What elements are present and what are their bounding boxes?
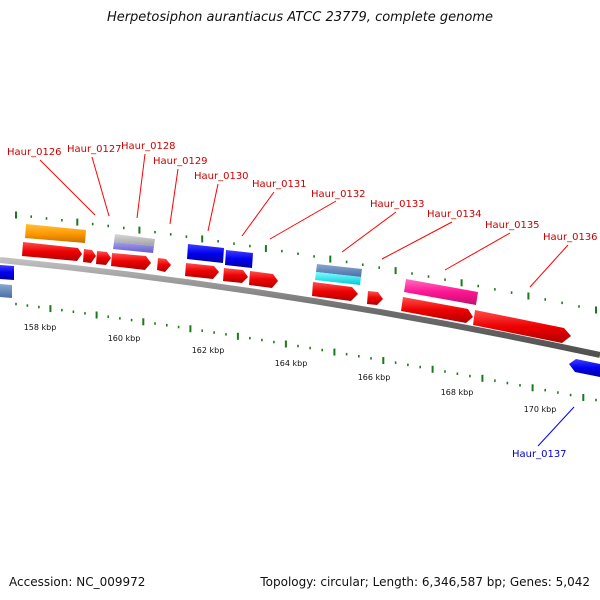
gene-label-haur-0133[interactable]: Haur_0133 — [370, 199, 425, 210]
cds-arrow[interactable] — [96, 251, 111, 265]
map-title: Herpetosiphon aurantiacus ATCC 23779, co… — [106, 10, 494, 25]
callout-line — [341, 211, 397, 253]
cds-arrow[interactable] — [569, 359, 600, 377]
cds-arrow[interactable] — [249, 271, 278, 288]
scale-labels: 158 kbp 160 kbp 162 kbp 164 kbp 166 kbp 168 k… — [24, 323, 557, 414]
scale-ticks — [15, 211, 597, 402]
feature-block[interactable] — [316, 264, 362, 277]
gene-label-haur-0137[interactable]: Haur_0137 — [512, 449, 567, 460]
callout-line — [537, 406, 575, 447]
callout-line — [169, 168, 179, 225]
callout-line — [529, 244, 569, 288]
callout-line — [91, 156, 110, 217]
feature-block[interactable] — [0, 265, 14, 280]
gene-label-haur-0132[interactable]: Haur_0132 — [311, 189, 366, 200]
callout-line — [39, 159, 96, 216]
cds-arrow[interactable] — [367, 291, 383, 305]
cds-arrow[interactable] — [223, 268, 248, 283]
feature-block[interactable] — [225, 250, 253, 268]
callout-line — [269, 200, 337, 240]
scale-label: 168 kbp — [441, 388, 474, 397]
gene-label-haur-0131[interactable]: Haur_0131 — [252, 179, 307, 190]
callout-line — [381, 221, 453, 260]
callout-line — [444, 232, 511, 271]
cds-arrow[interactable] — [83, 249, 96, 263]
feature-block[interactable] — [187, 244, 224, 263]
scale-label: 158 kbp — [24, 323, 57, 332]
gene-label-haur-0127[interactable]: Haur_0127 — [67, 144, 122, 155]
gene-label-haur-0128[interactable]: Haur_0128 — [121, 141, 176, 152]
cds-arrow[interactable] — [401, 297, 473, 323]
callout-lines — [39, 153, 575, 447]
gene-label-haur-0130[interactable]: Haur_0130 — [194, 171, 249, 182]
genome-summary-text: Topology: circular; Length: 6,346,587 bp… — [260, 575, 590, 589]
gene-label-haur-0136[interactable]: Haur_0136 — [543, 232, 598, 243]
scale-label: 164 kbp — [275, 359, 308, 368]
feature-block[interactable] — [0, 284, 12, 298]
gene-labels: Haur_0126 Haur_0127 Haur_0128 Haur_0129 … — [7, 141, 598, 460]
feature-block[interactable] — [114, 234, 155, 246]
gene-label-haur-0126[interactable]: Haur_0126 — [7, 147, 62, 158]
cds-arrow[interactable] — [111, 253, 151, 270]
scale-label: 170 kbp — [524, 405, 557, 414]
cds-arrow[interactable] — [157, 258, 171, 272]
scale-label: 166 kbp — [358, 373, 391, 382]
feature-block[interactable] — [404, 279, 478, 305]
feature-block[interactable] — [315, 272, 361, 285]
feature-block[interactable] — [25, 224, 86, 243]
feature-block[interactable] — [113, 242, 154, 253]
accession-text: Accession: NC_009972 — [9, 575, 146, 589]
scale-label: 160 kbp — [108, 334, 141, 343]
scale-label: 162 kbp — [192, 346, 225, 355]
gene-label-haur-0134[interactable]: Haur_0134 — [427, 209, 482, 220]
feature-blocks — [0, 224, 600, 377]
cds-arrow[interactable] — [22, 242, 82, 261]
cds-arrow[interactable] — [185, 263, 219, 279]
callout-line — [136, 153, 146, 219]
cds-arrow[interactable] — [473, 310, 571, 343]
callout-line — [241, 191, 275, 237]
cds-arrow[interactable] — [312, 282, 358, 301]
genome-backbone — [0, 257, 600, 358]
gene-label-haur-0135[interactable]: Haur_0135 — [485, 220, 540, 231]
gene-label-haur-0129[interactable]: Haur_0129 — [153, 156, 208, 167]
callout-line — [207, 183, 219, 232]
